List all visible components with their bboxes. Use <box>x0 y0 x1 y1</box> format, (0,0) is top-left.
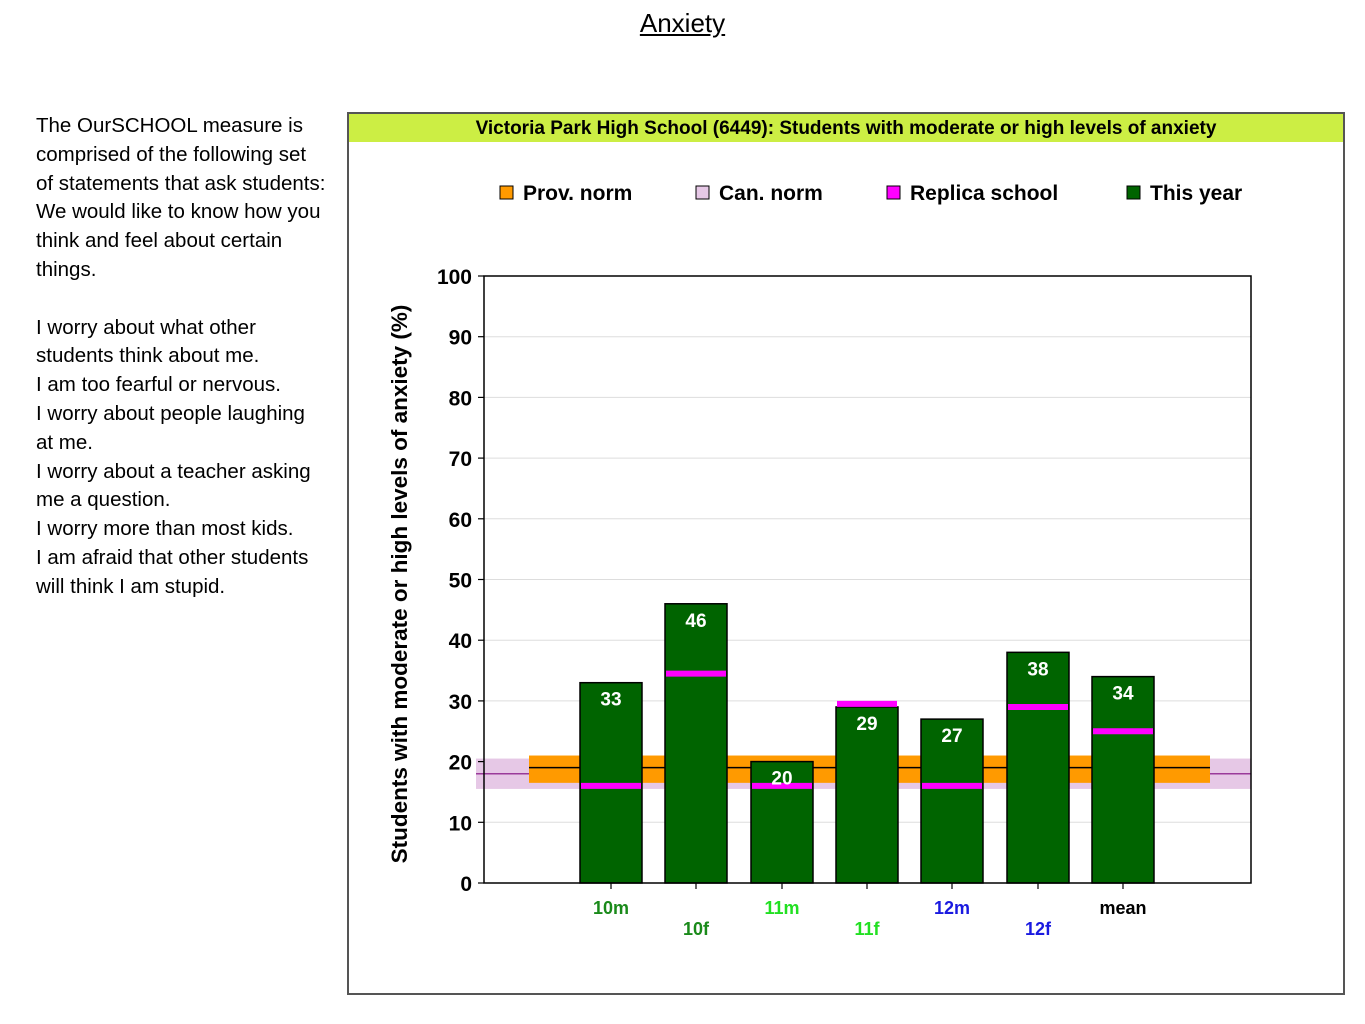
legend-swatch-this-year <box>1126 185 1141 200</box>
statement-item: I worry about people laughing at me. <box>36 401 305 454</box>
legend-label-replica-school: Replica school <box>910 182 1058 205</box>
statement-item: I worry about a teacher asking me a ques… <box>36 459 311 512</box>
intro-paragraph: The OurSCHOOL measure is comprised of th… <box>36 114 326 281</box>
bar-10m <box>579 681 643 884</box>
bar-11f <box>835 706 899 884</box>
y-tick-label: 50 <box>449 570 472 593</box>
y-tick-label: 60 <box>449 509 472 532</box>
statement-item: I worry more than most kids. <box>36 517 294 541</box>
x-category-label: 11m <box>764 898 799 918</box>
x-category-label: 12f <box>1025 919 1052 939</box>
bar-10f <box>664 603 728 884</box>
y-tick-label: 80 <box>449 387 472 410</box>
legend-label-prov-norm: Prov. norm <box>523 182 632 205</box>
bar-value-label: 33 <box>600 690 621 711</box>
bar-value-label: 46 <box>685 611 706 632</box>
legend-swatch-can-norm <box>695 185 710 200</box>
y-tick-label: 100 <box>437 266 472 289</box>
x-category-label: 11f <box>854 919 880 939</box>
x-category-label: 10f <box>683 919 710 939</box>
y-tick-label: 40 <box>449 630 472 653</box>
y-tick-label: 30 <box>449 691 472 714</box>
paragraph-spacer <box>36 285 326 314</box>
x-category-label: 12m <box>934 898 970 918</box>
y-tick-label: 70 <box>449 448 472 471</box>
page-title: Anxiety <box>639 8 726 38</box>
x-category-label: mean <box>1099 898 1146 918</box>
x-category-label: 10m <box>593 898 629 918</box>
y-tick-label: 90 <box>449 327 472 350</box>
legend-swatch-prov-norm <box>499 185 514 200</box>
anxiety-bar-chart: Victoria Park High School (6449): Studen… <box>349 114 1343 939</box>
bar-value-label: 29 <box>856 714 877 735</box>
bar-value-label: 20 <box>771 769 792 790</box>
legend-label-can-norm: Can. norm <box>719 182 823 205</box>
y-tick-label: 0 <box>460 873 472 896</box>
y-tick-label: 20 <box>449 752 472 775</box>
statement-item: I worry about what other students think … <box>36 315 260 368</box>
bar-12f <box>1006 651 1070 884</box>
bar-value-label: 38 <box>1027 659 1048 680</box>
legend-swatch-replica-school <box>886 185 901 200</box>
statement-item: I am too fearful or nervous. <box>36 373 281 397</box>
measure-description: The OurSCHOOL measure is comprised of th… <box>36 112 326 602</box>
bar-value-label: 27 <box>941 726 962 747</box>
y-tick-label: 10 <box>449 812 472 835</box>
chart-title: Victoria Park High School (6449): Studen… <box>476 118 1217 139</box>
bar-mean <box>1091 675 1155 884</box>
chart-title-bar <box>349 114 1343 142</box>
chart-frame: Victoria Park High School (6449): Studen… <box>347 112 1345 995</box>
bar-value-label: 34 <box>1112 684 1134 705</box>
bar-11m <box>750 760 814 884</box>
y-axis-title: Students with moderate or high levels of… <box>387 305 412 864</box>
statement-item: I am afraid that other students will thi… <box>36 545 309 598</box>
legend-label-this-year: This year <box>1150 182 1242 205</box>
